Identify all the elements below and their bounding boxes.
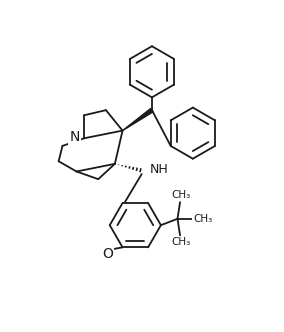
Text: NH: NH: [149, 163, 168, 176]
Polygon shape: [122, 109, 153, 130]
Text: N: N: [69, 130, 80, 144]
Text: CH₃: CH₃: [171, 237, 190, 247]
Text: CH₃: CH₃: [171, 190, 190, 200]
Text: O: O: [102, 247, 113, 261]
Text: CH₃: CH₃: [193, 214, 213, 224]
